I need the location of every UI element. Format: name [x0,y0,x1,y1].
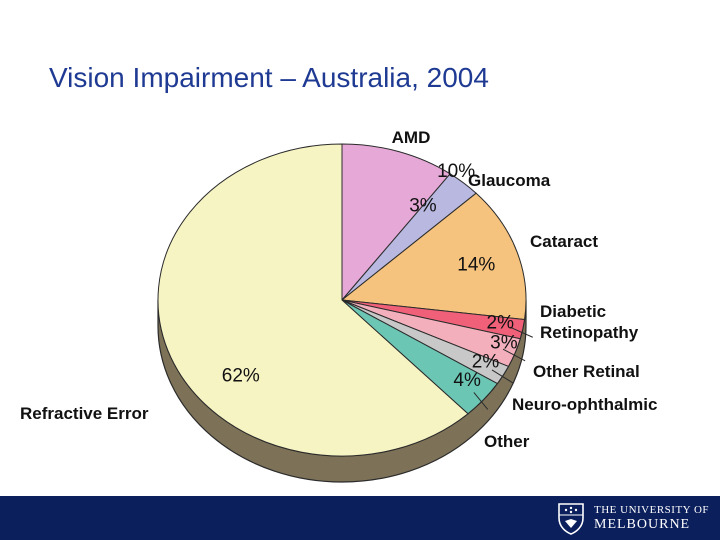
category-label-other-retinal: Other Retinal [533,362,640,381]
slide-title: Vision Impairment – Australia, 2004 [49,62,489,93]
crest-icon [558,503,584,535]
leader-line-neuro-ophthalmic [491,369,514,384]
pie-slice-cataract [340,192,527,321]
pie-chart: 10% AMD 3% Glaucoma 14% Cataract 2% Diabetic Ret… [20,128,657,483]
category-label-other: Other [484,432,530,451]
category-label-diabetic-retinopathy: Diabetic Retinopathy [540,302,639,342]
value-label-amd: 10% [437,161,475,182]
value-label-other: 4% [453,370,481,391]
leader-line-other [473,392,489,410]
value-label-diabetic-retinopathy: 2% [487,312,515,333]
leader-line-diabetic-retinopathy [509,326,533,338]
value-label-glaucoma: 3% [409,195,437,216]
value-label-neuro-ophthalmic: 2% [472,351,500,372]
category-label-cataract: Cataract [530,232,598,251]
footer-bar: THE UNIVERSITY OF MELBOURNE [0,496,720,540]
pie-slice-amd [341,143,451,302]
category-label-neuro-ophthalmic: Neuro-ophthalmic [512,395,657,414]
leader-line-other-retinal [502,348,526,362]
logo-text-line2: MELBOURNE [594,517,691,532]
category-label-refractive-error: Refractive Error [20,404,149,423]
logo-text-line1: THE UNIVERSITY OF [594,504,710,516]
university-logo: THE UNIVERSITY OF MELBOURNE [556,499,710,537]
value-label-cataract: 14% [457,255,495,276]
category-label-amd: AMD [392,128,431,147]
value-label-other-retinal: 3% [490,333,518,354]
value-label-refractive-error: 62% [222,365,260,386]
category-label-glaucoma: Glaucoma [468,171,551,190]
pie-slice-refractive-error [157,143,469,457]
